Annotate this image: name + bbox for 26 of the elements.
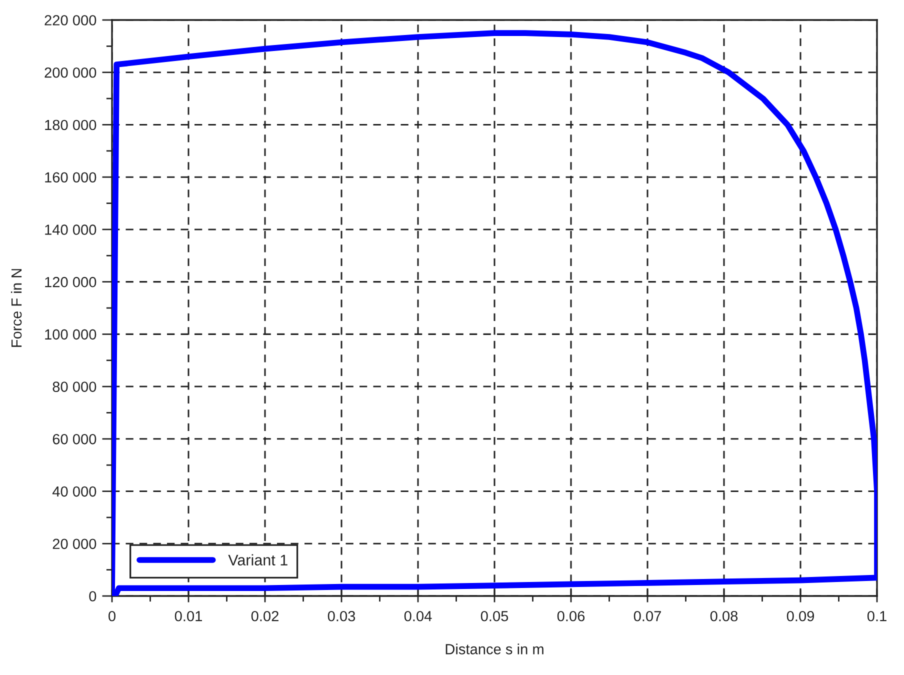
x-tick-label: 0.04	[404, 610, 432, 622]
y-tick-label: 20 000	[52, 538, 96, 550]
y-tick-label: 200 000	[44, 67, 96, 78]
y-tick-label: 40 000	[52, 486, 96, 497]
x-tick-label: 0.03	[328, 610, 356, 622]
y-axis-title: Force F in N	[10, 269, 22, 347]
x-tick-label: 0.05	[480, 610, 508, 622]
y-tick-label: 220 000	[44, 15, 96, 26]
x-tick-label: 0.07	[634, 610, 661, 622]
x-tick-label: 0.1	[867, 610, 886, 622]
x-tick-label: 0.08	[710, 610, 738, 622]
y-tick-label: 140 000	[45, 224, 96, 235]
x-tick-label: 0.02	[251, 610, 278, 622]
x-tick-label: 0	[108, 610, 116, 622]
y-tick-label: 100 000	[45, 329, 96, 340]
x-axis-title: Distance s in m	[446, 644, 544, 654]
y-tick-label: 120 000	[45, 276, 96, 288]
y-tick-label: 180 000	[45, 120, 96, 130]
x-tick-label: 0.01	[174, 610, 202, 622]
legend-label: Variant 1	[228, 554, 288, 566]
y-tick-label: 80 000	[52, 382, 96, 392]
y-tick-label: 160 000	[45, 172, 96, 183]
x-tick-label: 0.09	[786, 610, 814, 622]
x-tick-label: 0.06	[557, 610, 585, 622]
y-tick-label: 60 000	[52, 434, 96, 444]
y-tick-label: 0	[89, 591, 96, 602]
